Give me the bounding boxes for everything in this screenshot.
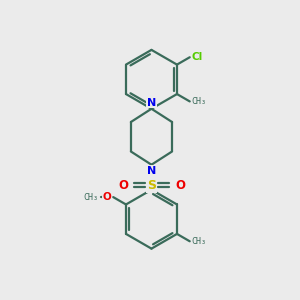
Text: CH₃: CH₃ [192,237,207,246]
Text: O: O [102,192,111,202]
Text: Cl: Cl [191,52,203,62]
Text: CH₃: CH₃ [83,193,98,202]
Text: N: N [147,166,156,176]
Text: S: S [147,179,156,192]
Text: CH₃: CH₃ [192,97,207,106]
Text: O: O [118,179,128,192]
Text: N: N [147,98,156,108]
Text: O: O [175,179,185,192]
